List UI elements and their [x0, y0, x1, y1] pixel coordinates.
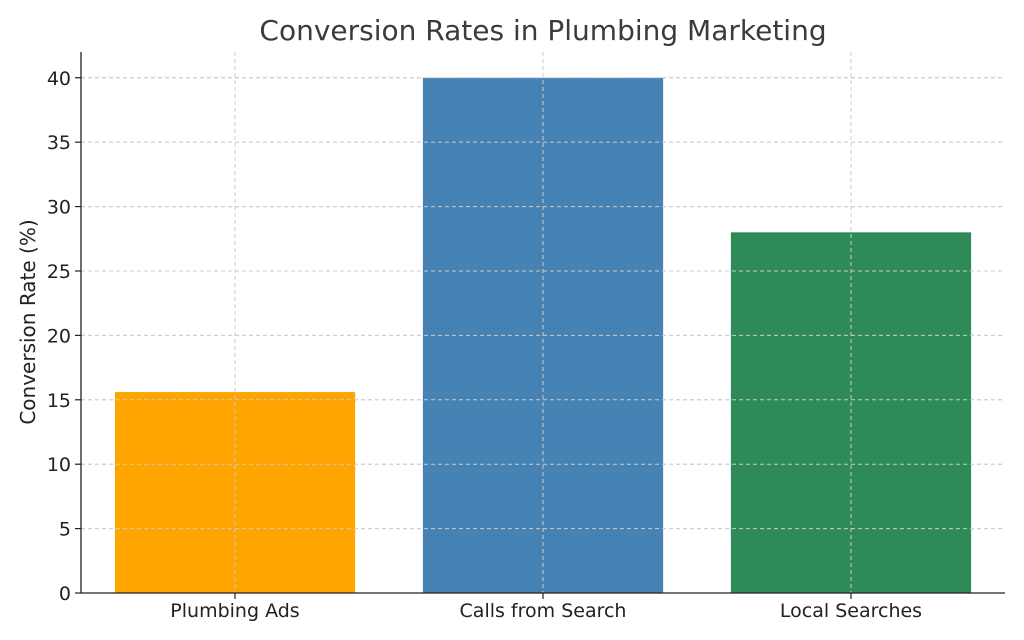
y-tick-label: 25 — [47, 261, 71, 283]
y-tick-label: 0 — [59, 583, 71, 605]
tick-labels: 0 5 10 15 20 25 30 35 40 Plumbing Ads Calls from S… — [47, 68, 922, 622]
bars — [81, 52, 1005, 594]
y-tick-label: 20 — [47, 325, 71, 347]
bar-plumbing-ads — [114, 392, 356, 593]
y-tick-label: 5 — [59, 519, 71, 541]
y-tick-label: 35 — [47, 132, 71, 154]
axes — [75, 52, 1005, 599]
chart-title: Conversion Rates in Plumbing Marketing — [259, 14, 826, 47]
y-axis-label: Conversion Rate (%) — [16, 219, 40, 424]
x-tick-label: Calls from Search — [460, 600, 627, 622]
y-tick-label: 30 — [47, 197, 71, 219]
x-tick-label: Local Searches — [780, 600, 922, 622]
y-tick-label: 15 — [47, 390, 71, 412]
y-tick-label: 10 — [47, 454, 71, 476]
y-tick-label: 40 — [47, 68, 71, 90]
x-tick-label: Plumbing Ads — [170, 600, 299, 622]
